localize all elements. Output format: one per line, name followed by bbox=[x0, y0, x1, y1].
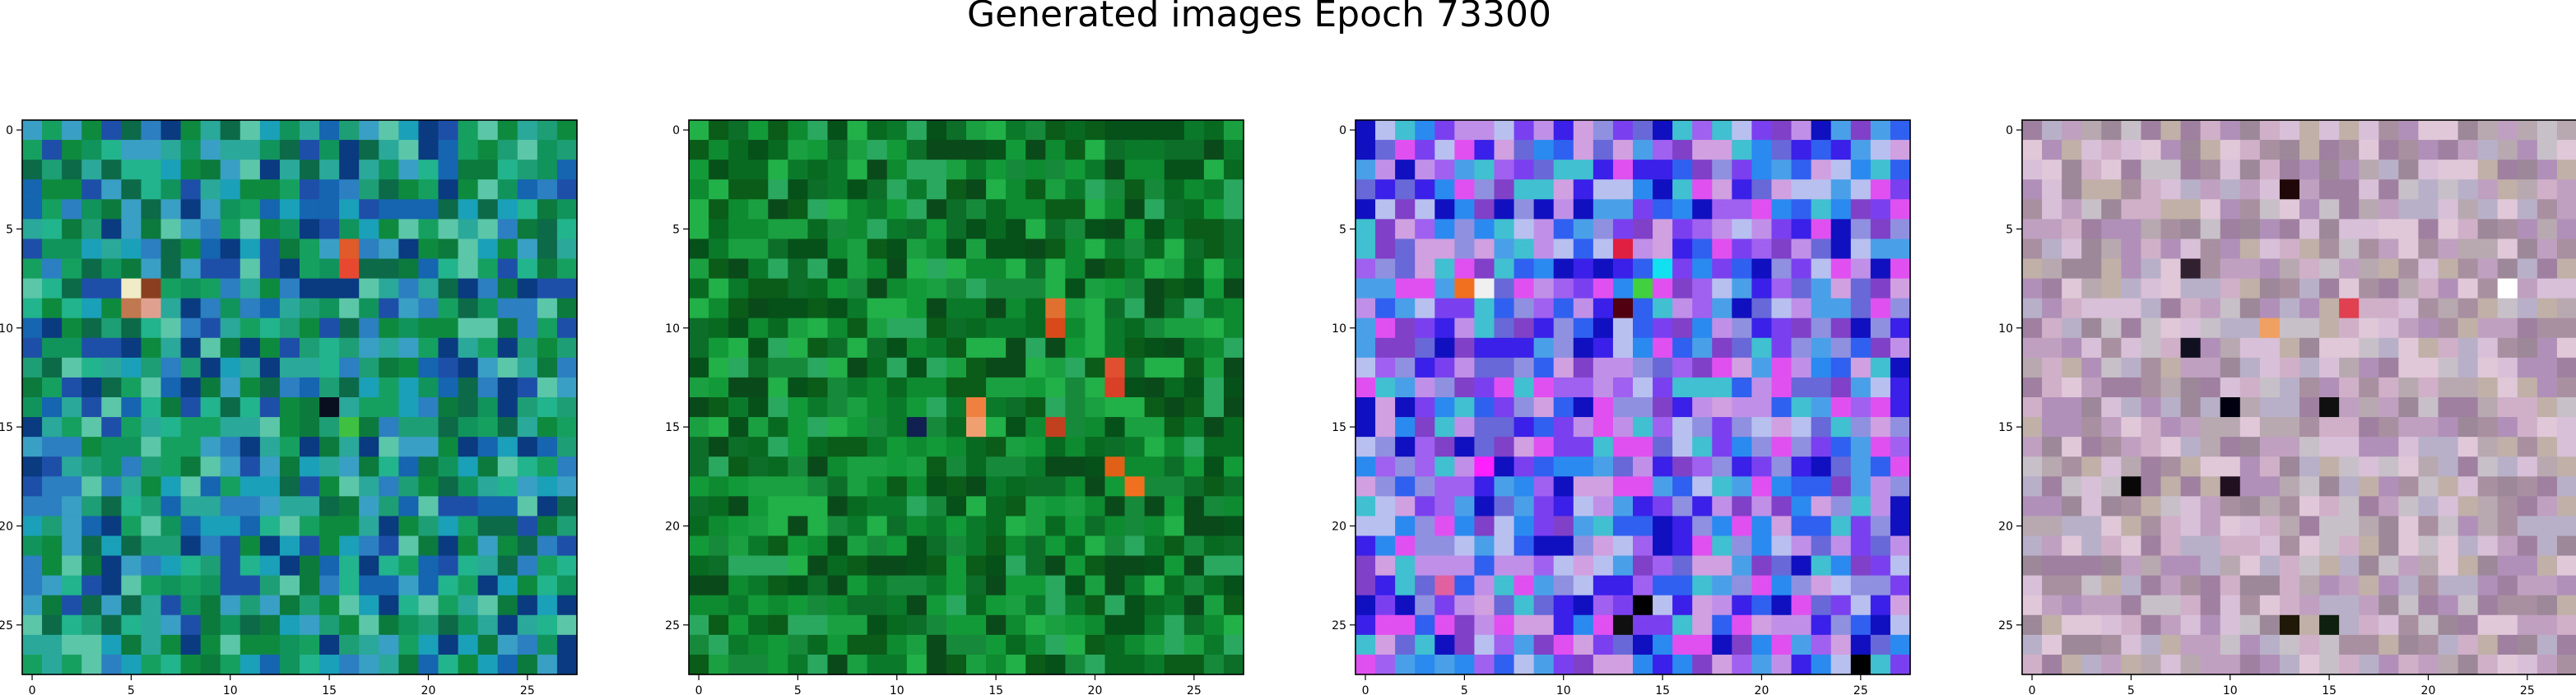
y-tick-label: 25 bbox=[665, 619, 680, 632]
x-tick-label: 0 bbox=[2029, 684, 2036, 695]
x-tick-label: 0 bbox=[29, 684, 36, 695]
x-tick-label: 15 bbox=[2322, 684, 2337, 695]
y-tick-label: 25 bbox=[1332, 619, 1346, 632]
panel-2: 0 0 5 5 10 10 15 15 20 20 25 25 bbox=[665, 119, 1244, 695]
x-tick-label: 0 bbox=[695, 684, 703, 695]
y-tick-label: 25 bbox=[0, 619, 13, 632]
x-tick-label: 20 bbox=[1755, 684, 1769, 695]
x-tick-label: 15 bbox=[988, 684, 1003, 695]
generated-image-4 bbox=[2022, 120, 2576, 675]
y-tick-label: 5 bbox=[1339, 223, 1346, 236]
axes-frame bbox=[688, 119, 1244, 675]
y-tick-label: 15 bbox=[1998, 421, 2013, 434]
y-tick-label: 10 bbox=[1998, 322, 2013, 336]
x-tick-label: 5 bbox=[1461, 684, 1468, 695]
y-tick-label: 10 bbox=[665, 322, 680, 336]
x-tick-label: 0 bbox=[1362, 684, 1369, 695]
x-tick-label: 15 bbox=[1655, 684, 1670, 695]
x-tick-label: 10 bbox=[1556, 684, 1571, 695]
y-tick-label: 0 bbox=[6, 124, 13, 137]
axes-frame bbox=[2021, 119, 2576, 675]
x-tick-label: 5 bbox=[128, 684, 135, 695]
x-tick-label: 5 bbox=[2127, 684, 2135, 695]
y-tick-label: 20 bbox=[0, 520, 13, 533]
y-tick-label: 15 bbox=[1332, 421, 1346, 434]
y-tick-label: 5 bbox=[6, 223, 13, 236]
x-tick-label: 10 bbox=[890, 684, 904, 695]
x-tick-label: 10 bbox=[223, 684, 238, 695]
generated-image-3 bbox=[1355, 120, 1911, 675]
y-tick-label: 20 bbox=[665, 520, 680, 533]
panel-4: 0 0 5 5 10 10 15 15 20 20 25 25 bbox=[1998, 119, 2576, 695]
x-tick-label: 20 bbox=[421, 684, 436, 695]
y-tick-label: 25 bbox=[1998, 619, 2013, 632]
x-tick-label: 5 bbox=[794, 684, 802, 695]
generated-image-1 bbox=[22, 120, 578, 675]
x-tick-label: 25 bbox=[1853, 684, 1868, 695]
y-tick-label: 0 bbox=[2006, 124, 2013, 137]
y-tick-label: 10 bbox=[1332, 322, 1346, 336]
x-tick-label: 25 bbox=[1187, 684, 1202, 695]
x-tick-label: 25 bbox=[2520, 684, 2535, 695]
y-tick-label: 5 bbox=[2006, 223, 2013, 236]
x-tick-label: 15 bbox=[322, 684, 337, 695]
y-tick-label: 0 bbox=[672, 124, 680, 137]
generated-image-2 bbox=[689, 120, 1244, 675]
panel-1: 0 0 5 5 10 10 15 15 20 20 25 25 bbox=[0, 119, 578, 695]
y-tick-label: 15 bbox=[0, 421, 13, 434]
axes-frame bbox=[1355, 119, 1911, 675]
x-tick-label: 20 bbox=[2421, 684, 2436, 695]
y-tick-label: 15 bbox=[665, 421, 680, 434]
y-tick-label: 0 bbox=[1339, 124, 1346, 137]
axes-frame bbox=[21, 119, 578, 675]
y-tick-label: 20 bbox=[1332, 520, 1346, 533]
y-tick-label: 10 bbox=[0, 322, 13, 336]
x-tick-label: 10 bbox=[2223, 684, 2238, 695]
y-tick-label: 5 bbox=[672, 223, 680, 236]
figure-title: Generated images Epoch 73300 bbox=[967, 0, 1551, 35]
panel-3: 0 0 5 5 10 10 15 15 20 20 25 25 bbox=[1332, 119, 1911, 695]
y-tick-label: 20 bbox=[1998, 520, 2013, 533]
x-tick-label: 20 bbox=[1088, 684, 1103, 695]
x-tick-label: 25 bbox=[520, 684, 535, 695]
